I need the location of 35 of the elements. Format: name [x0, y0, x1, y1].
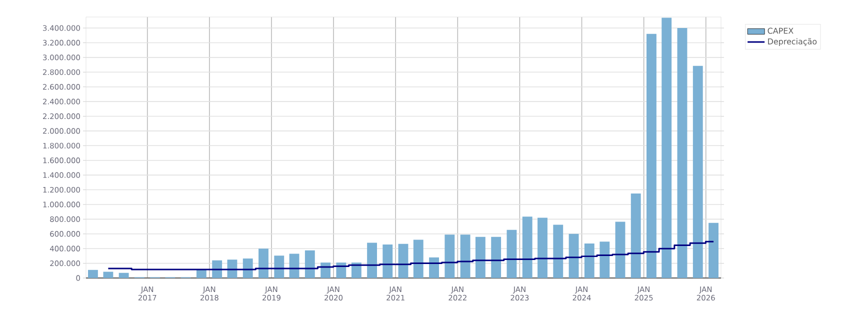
bar — [289, 254, 300, 278]
bar — [460, 234, 470, 278]
bar — [662, 18, 672, 278]
bar — [522, 216, 532, 278]
bar — [646, 34, 656, 278]
bar — [367, 242, 377, 278]
bar — [600, 242, 610, 278]
bar — [677, 28, 688, 278]
bar — [538, 218, 548, 278]
bar — [491, 236, 502, 278]
bar — [398, 244, 408, 278]
bar — [351, 262, 362, 278]
bar — [413, 240, 424, 278]
bar — [212, 260, 222, 278]
bar — [708, 222, 718, 278]
bar — [553, 224, 564, 278]
bar — [429, 257, 439, 278]
bar — [304, 250, 315, 278]
bar — [320, 262, 331, 278]
bar — [584, 243, 594, 278]
bar — [568, 234, 579, 278]
bar — [242, 258, 253, 278]
bar — [615, 222, 626, 278]
bar — [630, 193, 641, 278]
bar — [103, 272, 114, 278]
bar — [382, 244, 393, 278]
bar — [336, 262, 346, 278]
bar — [444, 234, 455, 278]
bar — [475, 236, 486, 278]
bar — [258, 248, 268, 278]
bar — [274, 256, 284, 278]
bar — [88, 270, 98, 278]
bar — [692, 66, 703, 278]
bar — [118, 272, 129, 278]
bar — [506, 230, 517, 278]
